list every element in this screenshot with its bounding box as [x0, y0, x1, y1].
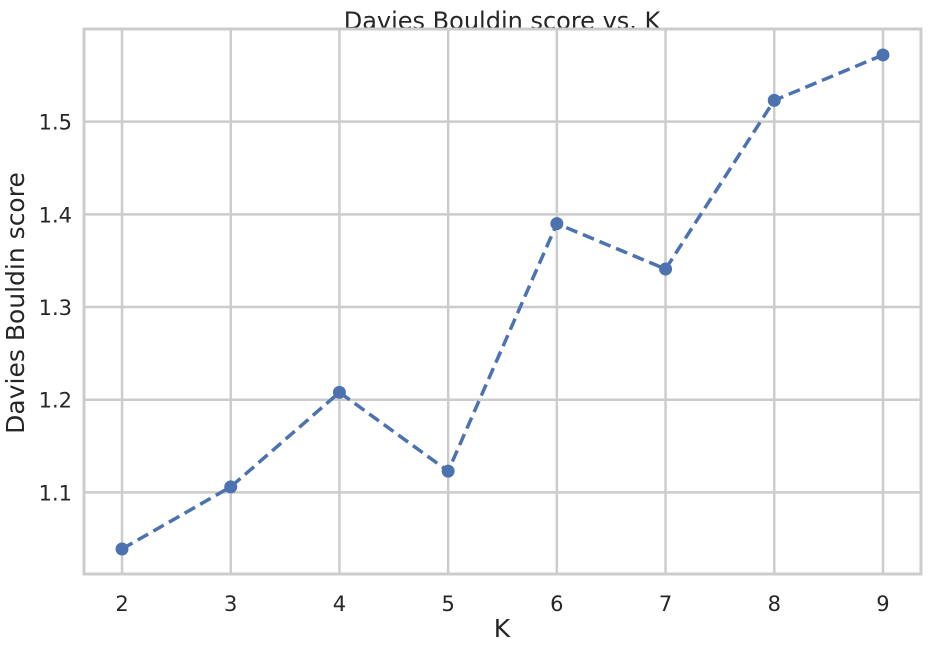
series-line — [121, 53, 884, 551]
y-tick-label: 1.2 — [39, 389, 72, 413]
plot-frame — [82, 27, 923, 576]
y-axis-label: Davies Bouldin score — [1, 172, 30, 434]
data-series — [115, 48, 890, 556]
x-axis-label: K — [494, 614, 511, 643]
data-point — [550, 217, 564, 231]
y-tick-label: 1.5 — [39, 111, 72, 135]
x-tick-label: 8 — [768, 592, 781, 616]
x-tick-label: 6 — [550, 592, 563, 616]
data-point — [767, 93, 781, 107]
chart-title: Davies Bouldin score vs. K — [344, 7, 662, 35]
x-tick-label: 2 — [115, 592, 128, 616]
data-point — [224, 480, 238, 494]
data-point — [115, 542, 129, 556]
x-tick-label: 7 — [659, 592, 672, 616]
x-tick-label: 9 — [876, 592, 889, 616]
y-tick-label: 1.4 — [39, 203, 72, 227]
data-point — [332, 385, 346, 399]
x-tick-label: 4 — [333, 592, 346, 616]
data-point — [876, 48, 890, 62]
y-tick-label: 1.3 — [39, 296, 72, 320]
y-tick-label: 1.1 — [39, 481, 72, 505]
y-tick-labels: 1.1 1.2 1.3 1.4 1.5 — [39, 111, 72, 506]
x-tick-labels: 2 3 4 5 6 7 8 9 — [115, 592, 889, 616]
x-tick-label: 5 — [441, 592, 454, 616]
data-point — [441, 464, 455, 478]
grid-lines — [84, 29, 921, 574]
x-tick-label: 3 — [224, 592, 237, 616]
data-point — [659, 262, 673, 276]
